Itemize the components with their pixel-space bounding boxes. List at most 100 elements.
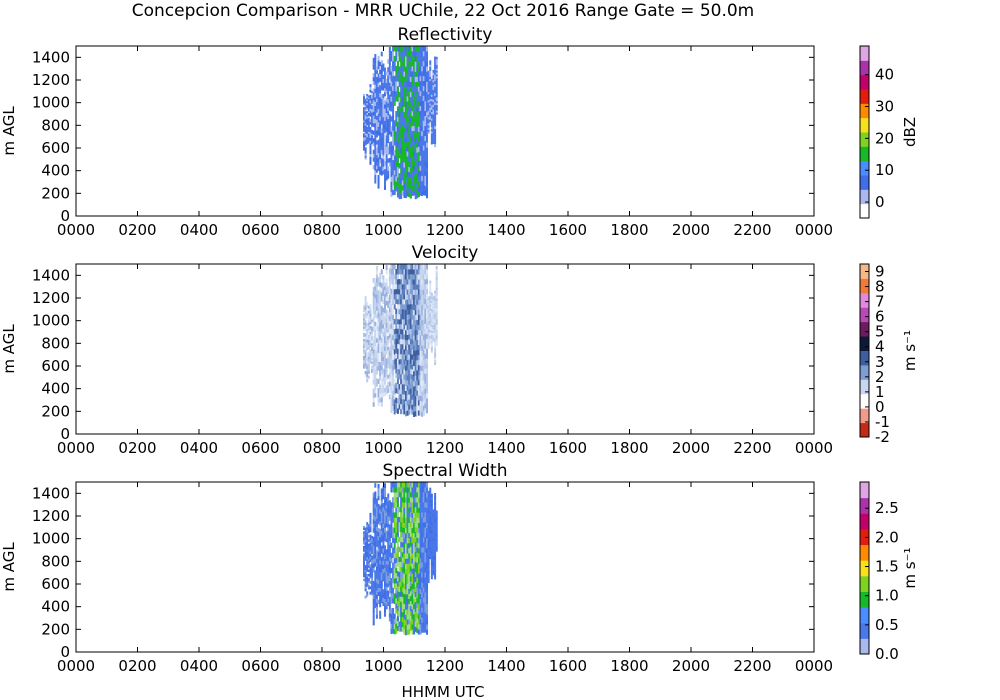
heatmap-cell (387, 106, 390, 112)
heatmap-cell (426, 593, 429, 600)
heatmap-cell (430, 346, 433, 349)
heatmap-cell (396, 146, 399, 153)
heatmap-cell (434, 310, 437, 314)
heatmap-cell (417, 161, 420, 167)
heatmap-cell (395, 397, 398, 404)
heatmap-cell (385, 172, 388, 177)
heatmap-cell (398, 561, 401, 568)
heatmap-cell (426, 303, 429, 310)
heatmap-cell (396, 141, 399, 148)
heatmap-cell (406, 299, 409, 305)
heatmap-cell (380, 119, 383, 125)
heatmap-cell (430, 559, 433, 563)
heatmap-cell (393, 623, 396, 630)
heatmap-cell (396, 585, 399, 592)
heatmap-cell (374, 528, 377, 534)
heatmap-cell (416, 400, 419, 406)
heatmap-cell (411, 374, 414, 380)
heatmap-cell (403, 314, 406, 320)
heatmap-cell (401, 333, 404, 340)
heatmap-cell (366, 333, 369, 337)
heatmap-cell (392, 400, 395, 406)
heatmap-cell (375, 80, 378, 85)
heatmap-cell (429, 316, 432, 320)
heatmap-cell (411, 522, 414, 529)
heatmap-cell (422, 135, 425, 141)
heatmap-cell (409, 122, 412, 128)
heatmap-cell (409, 501, 412, 508)
heatmap-cell (416, 106, 419, 113)
heatmap-cell (401, 626, 404, 633)
heatmap-cell (380, 397, 383, 403)
heatmap-cell (414, 314, 417, 321)
y-tick-label: 800 (41, 334, 70, 352)
heatmap-cell (414, 284, 417, 290)
heatmap-cell (388, 150, 391, 155)
heatmap-cell (434, 347, 437, 351)
heatmap-cell (432, 518, 435, 521)
heatmap-cell (388, 62, 391, 68)
heatmap-cell (384, 483, 387, 489)
heatmap-cell (382, 597, 385, 602)
heatmap-cell (424, 318, 427, 325)
heatmap-cell (413, 50, 416, 57)
heatmap-cell (400, 333, 403, 340)
colorbar-frame (859, 481, 870, 655)
heatmap-cell (417, 274, 420, 280)
heatmap-cell (426, 608, 429, 615)
heatmap-cell (422, 319, 425, 325)
heatmap-cell (434, 567, 437, 571)
heatmap-cell (400, 393, 403, 400)
heatmap-cell (384, 79, 387, 85)
heatmap-cell (417, 369, 420, 376)
heatmap-cell (408, 334, 411, 340)
heatmap-cell (417, 91, 420, 97)
heatmap-cell (409, 117, 412, 123)
heatmap-cell (401, 65, 404, 72)
heatmap-cell (419, 334, 422, 341)
heatmap-cell (426, 116, 429, 123)
heatmap-cell (393, 492, 396, 498)
heatmap-cell (427, 549, 430, 553)
heatmap-cell (432, 141, 435, 144)
heatmap-cell (413, 507, 416, 513)
x-tick-label: 0600 (241, 221, 279, 239)
heatmap-cell (430, 330, 433, 333)
heatmap-cell (371, 577, 374, 580)
heatmap-cell (366, 365, 369, 369)
heatmap-cell (363, 114, 366, 117)
heatmap-cell (363, 567, 366, 571)
heatmap-cell (432, 313, 435, 316)
heatmap-cell (379, 571, 382, 577)
heatmap-cell (421, 190, 424, 197)
heatmap-cell (424, 552, 427, 558)
heatmap-cell (408, 603, 411, 610)
heatmap-cell (390, 628, 393, 635)
heatmap-cell (380, 162, 383, 168)
heatmap-cell (416, 482, 419, 488)
heatmap-cell (414, 51, 417, 57)
heatmap-cell (427, 518, 430, 522)
heatmap-cell (374, 357, 377, 362)
heatmap-cell (384, 563, 387, 568)
heatmap-cell (390, 532, 393, 538)
colorbar-tick-label: 9 (875, 263, 885, 281)
heatmap-cell (416, 512, 419, 518)
heatmap-cell (435, 112, 438, 115)
heatmap-cell (430, 306, 433, 309)
heatmap-cell (390, 156, 393, 162)
heatmap-cell (395, 532, 398, 538)
heatmap-cell (364, 151, 367, 154)
heatmap-cell (382, 380, 385, 386)
heatmap-cell (416, 192, 419, 199)
heatmap-cell (424, 50, 427, 57)
heatmap-cell (411, 349, 414, 355)
heatmap-cell (375, 378, 378, 383)
heatmap-cell (396, 136, 399, 143)
heatmap-cell (427, 102, 430, 105)
heatmap-cell (393, 120, 396, 126)
heatmap-cell (417, 349, 420, 356)
heatmap-cell (435, 279, 438, 283)
heatmap-cell (435, 329, 438, 333)
heatmap-cell (384, 380, 387, 385)
